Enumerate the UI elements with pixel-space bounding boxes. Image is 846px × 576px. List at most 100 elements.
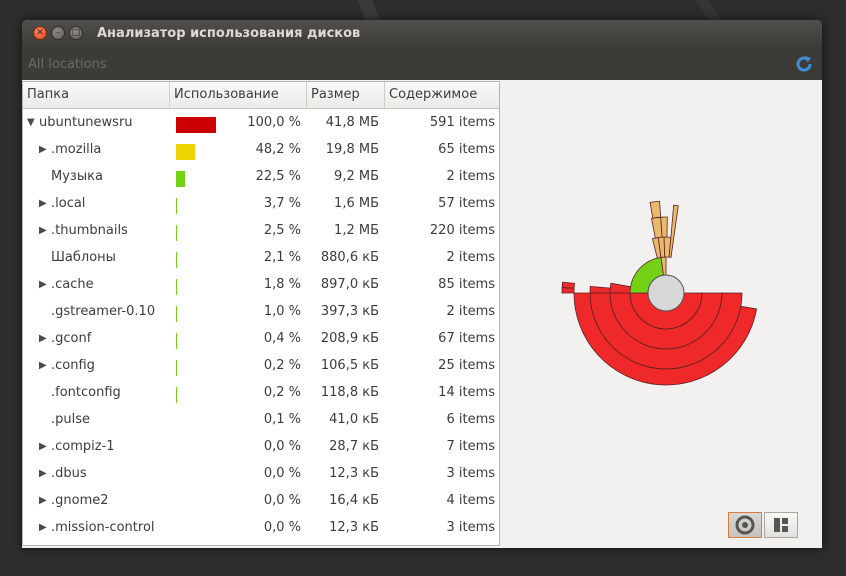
rings-chart-view-icon [735, 515, 755, 535]
ring-segment[interactable] [668, 204, 679, 258]
expanded-arrow-icon[interactable]: ▼ [27, 117, 35, 128]
collapsed-arrow-icon[interactable]: ▶ [39, 144, 47, 155]
column-usage-header[interactable]: Использование [170, 82, 307, 108]
folder-name: .gnome2 [51, 493, 109, 508]
folder-name: .mission-control [51, 520, 155, 535]
folder-items: 65 items [438, 142, 495, 157]
tree-row[interactable]: ▶ .thumbnails 2,5 % 1,2 МБ 220 items [23, 217, 499, 244]
usage-percent: 0,1 % [263, 412, 301, 427]
usage-percent: 0,0 % [263, 466, 301, 481]
tree-row[interactable]: .pulse 0,1 % 41,0 кБ 6 items [23, 406, 499, 433]
folder-name: .config [51, 358, 95, 373]
ring-segment[interactable] [609, 282, 632, 294]
minimize-window-button[interactable]: – [51, 26, 65, 40]
ring-segment[interactable] [660, 216, 668, 238]
folder-name: .dbus [51, 466, 87, 481]
tree-row[interactable]: Музыка 22,5 % 9,2 МБ 2 items [23, 163, 499, 190]
collapsed-arrow-icon[interactable]: ▶ [39, 468, 47, 479]
folder-size: 12,3 кБ [329, 466, 379, 481]
tree-row[interactable]: ▶ .gnome2 0,0 % 16,4 кБ 4 items [23, 487, 499, 514]
tree-row[interactable]: .gstreamer-0.10 1,0 % 397,3 кБ 2 items [23, 298, 499, 325]
ring-segment[interactable] [561, 281, 575, 289]
usage-bar [176, 144, 196, 160]
folder-name: ubuntunewsru [39, 115, 133, 130]
folder-items: 85 items [438, 277, 495, 292]
folder-size: 1,2 МБ [334, 223, 379, 238]
collapsed-arrow-icon[interactable]: ▶ [39, 279, 47, 290]
title-bar[interactable]: ✕ – □ Анализатор использования дисков [22, 20, 822, 48]
tree-row[interactable]: ▶ .mission-control 0,0 % 12,3 кБ 3 items [23, 514, 499, 541]
usage-percent: 1,8 % [263, 277, 301, 292]
folder-name: .thumbnails [51, 223, 128, 238]
folder-tree[interactable]: Папка Использование Размер Содержимое ▼ u… [22, 81, 500, 546]
tree-row[interactable]: ▶ .compiz-1 0,0 % 28,7 кБ 7 items [23, 433, 499, 460]
rings-chart-view-button[interactable] [728, 512, 762, 538]
tree-header: Папка Использование Размер Содержимое [23, 82, 499, 109]
rings-chart[interactable] [502, 80, 822, 500]
collapsed-arrow-icon[interactable]: ▶ [39, 360, 47, 371]
collapsed-arrow-icon[interactable]: ▶ [39, 441, 47, 452]
close-icon: ✕ [36, 28, 44, 38]
folder-size: 106,5 кБ [320, 358, 379, 373]
rings-chart-center[interactable] [647, 274, 685, 312]
maximize-icon: □ [71, 28, 81, 38]
collapsed-arrow-icon[interactable]: ▶ [39, 333, 47, 344]
folder-items: 2 items [446, 250, 495, 265]
usage-bar [176, 117, 216, 133]
ring-segment[interactable] [651, 216, 663, 239]
usage-bar [176, 225, 177, 241]
close-window-button[interactable]: ✕ [33, 26, 47, 40]
usage-percent: 100,0 % [247, 115, 301, 130]
folder-name: .pulse [51, 412, 91, 427]
collapsed-arrow-icon[interactable]: ▶ [39, 225, 47, 236]
tree-row[interactable]: ▶ .config 0,2 % 106,5 кБ 25 items [23, 352, 499, 379]
folder-size: 12,3 кБ [329, 520, 379, 535]
folder-name: .gstreamer-0.10 [51, 304, 156, 319]
folder-name: .local [51, 196, 86, 211]
tree-row[interactable]: .fontconfig 0,2 % 118,8 кБ 14 items [23, 379, 499, 406]
folder-name: .compiz-1 [51, 439, 115, 454]
folder-items: 4 items [446, 493, 495, 508]
refresh-icon[interactable] [794, 54, 814, 74]
collapsed-arrow-icon[interactable]: ▶ [39, 522, 47, 533]
folder-items: 3 items [446, 520, 495, 535]
usage-bar [176, 171, 185, 187]
usage-percent: 22,5 % [255, 169, 301, 184]
tree-row[interactable]: ▶ .local 3,7 % 1,6 МБ 57 items [23, 190, 499, 217]
folder-items: 220 items [429, 223, 495, 238]
tree-row[interactable]: ▼ ubuntunewsru 100,0 % 41,8 МБ 591 items [23, 109, 499, 136]
tree-row[interactable]: ▶ .gconf 0,4 % 208,9 кБ 67 items [23, 325, 499, 352]
folder-items: 7 items [446, 439, 495, 454]
usage-percent: 0,2 % [263, 385, 301, 400]
maximize-window-button[interactable]: □ [69, 26, 83, 40]
treemap-view-button[interactable] [764, 512, 798, 538]
folder-items: 2 items [446, 304, 495, 319]
rings-chart-pane[interactable] [502, 80, 822, 548]
column-contents-header[interactable]: Содержимое [389, 87, 478, 102]
usage-percent: 2,1 % [263, 250, 301, 265]
ring-segment[interactable] [649, 200, 662, 219]
usage-bar [176, 198, 178, 214]
collapsed-arrow-icon[interactable]: ▶ [39, 495, 47, 506]
folder-size: 208,9 кБ [320, 331, 379, 346]
ring-segment[interactable] [589, 285, 611, 294]
usage-bar [176, 279, 177, 295]
collapsed-arrow-icon[interactable]: ▶ [39, 198, 47, 209]
folder-size: 41,8 МБ [325, 115, 379, 130]
tree-row[interactable]: Шаблоны 2,1 % 880,6 кБ 2 items [23, 244, 499, 271]
usage-percent: 2,5 % [263, 223, 301, 238]
scrollbar-thumb[interactable] [499, 82, 500, 422]
folder-size: 19,8 МБ [325, 142, 379, 157]
all-locations-button[interactable]: All locations [28, 57, 107, 72]
column-size-header[interactable]: Размер [307, 82, 385, 108]
usage-percent: 1,0 % [263, 304, 301, 319]
folder-name: Шаблоны [51, 250, 116, 265]
folder-items: 3 items [446, 466, 495, 481]
tree-row[interactable]: ▶ .cache 1,8 % 897,0 кБ 85 items [23, 271, 499, 298]
folder-size: 118,8 кБ [320, 385, 379, 400]
tree-row[interactable]: ▶ .mozilla 48,2 % 19,8 МБ 65 items [23, 136, 499, 163]
tree-row[interactable]: ▶ .dbus 0,0 % 12,3 кБ 3 items [23, 460, 499, 487]
column-folder-header[interactable]: Папка [23, 82, 170, 108]
folder-size: 1,6 МБ [334, 196, 379, 211]
folder-size: 28,7 кБ [329, 439, 379, 454]
